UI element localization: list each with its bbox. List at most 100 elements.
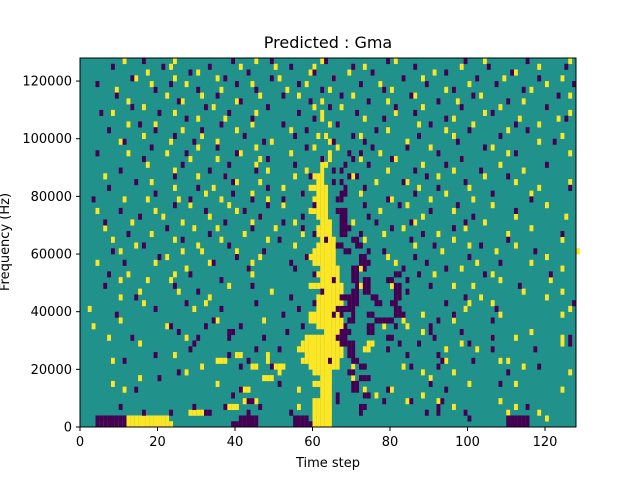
heatmap-cell-high bbox=[467, 81, 472, 88]
heatmap-cell-low bbox=[510, 421, 515, 428]
heatmap-cell-high bbox=[215, 357, 220, 364]
heatmap-cell-low bbox=[378, 317, 383, 324]
heatmap-cell-high bbox=[339, 346, 344, 353]
heatmap-cell-low bbox=[351, 156, 356, 163]
heatmap-cell-high bbox=[297, 346, 301, 353]
heatmap-cell-high bbox=[316, 380, 321, 387]
heatmap-cell-low bbox=[463, 219, 468, 226]
heatmap-cell-low bbox=[227, 352, 232, 359]
heatmap-cell-low bbox=[258, 213, 263, 220]
heatmap-cell-high bbox=[331, 294, 336, 301]
heatmap-cell-high bbox=[421, 213, 425, 220]
heatmap-cell-high bbox=[308, 69, 313, 76]
heatmap-cell-low bbox=[347, 369, 352, 376]
heatmap-cell-low bbox=[382, 248, 387, 255]
heatmap-cell-high bbox=[324, 277, 329, 284]
heatmap-cell-low bbox=[440, 357, 445, 364]
heatmap-cell-high bbox=[362, 63, 367, 70]
heatmap-cell-low bbox=[320, 86, 325, 93]
heatmap-cell-high bbox=[324, 421, 329, 428]
heatmap-cell-low bbox=[258, 403, 263, 411]
heatmap-cell-low bbox=[374, 219, 379, 226]
heatmap-cell-high bbox=[320, 259, 325, 266]
heatmap-cell-low bbox=[331, 277, 336, 284]
heatmap-cell-low bbox=[498, 380, 503, 387]
heatmap-cell-high bbox=[312, 259, 317, 266]
heatmap-cell-high bbox=[316, 184, 321, 191]
heatmap-cell-low bbox=[351, 271, 356, 278]
heatmap-cell-high bbox=[514, 242, 518, 249]
heatmap-cell-high bbox=[227, 202, 232, 209]
heatmap-cell-low bbox=[335, 121, 340, 128]
heatmap-cell-low bbox=[568, 184, 573, 191]
heatmap-cell-low bbox=[335, 207, 340, 214]
heatmap-cell-low bbox=[242, 132, 247, 140]
heatmap-cell-high bbox=[331, 288, 336, 295]
heatmap-cell-high bbox=[328, 156, 332, 163]
heatmap-cell-high bbox=[320, 346, 325, 353]
heatmap-cell-low bbox=[351, 294, 356, 301]
heatmap-cell-high bbox=[219, 196, 224, 203]
heatmap-cell-high bbox=[304, 334, 309, 341]
heatmap-cell-high bbox=[320, 161, 325, 168]
heatmap-cell-high bbox=[506, 150, 511, 157]
heatmap-cell-low bbox=[238, 421, 243, 428]
heatmap-cell-low bbox=[242, 207, 247, 214]
heatmap-cell-high bbox=[324, 305, 329, 312]
heatmap-cell-high bbox=[126, 415, 131, 422]
heatmap-cell-low bbox=[238, 323, 243, 330]
heatmap-cell-high bbox=[266, 196, 270, 203]
heatmap-cell-high bbox=[211, 184, 216, 191]
heatmap-cell-high bbox=[324, 323, 329, 330]
heatmap-cell-low bbox=[339, 213, 344, 220]
heatmap-cell-high bbox=[153, 121, 158, 128]
heatmap-cell-high bbox=[339, 323, 344, 330]
heatmap-cell-high bbox=[490, 300, 495, 307]
heatmap-cell-low bbox=[483, 144, 487, 151]
heatmap-cell-low bbox=[362, 138, 367, 145]
heatmap-cell-low bbox=[339, 242, 344, 249]
heatmap-cell-high bbox=[111, 357, 115, 364]
heatmap-cell-low bbox=[490, 109, 495, 116]
heatmap-cell-high bbox=[142, 421, 146, 428]
heatmap-cell-high bbox=[312, 346, 317, 353]
heatmap-cell-high bbox=[312, 409, 317, 416]
heatmap-cell-high bbox=[320, 311, 325, 318]
heatmap-cell-low bbox=[366, 375, 371, 382]
heatmap-cell-low bbox=[568, 340, 573, 347]
heatmap-cell-high bbox=[281, 184, 286, 191]
heatmap-cell-low bbox=[134, 294, 139, 301]
heatmap-cell-high bbox=[320, 109, 325, 116]
heatmap-cell-low bbox=[413, 190, 418, 197]
heatmap-cell-low bbox=[266, 104, 270, 111]
heatmap-cell-low bbox=[537, 75, 542, 82]
heatmap-cell-high bbox=[258, 156, 263, 163]
heatmap-cell-high bbox=[324, 398, 329, 405]
heatmap-cell-high bbox=[134, 75, 139, 82]
heatmap-cell-low bbox=[347, 346, 352, 353]
heatmap-cell-low bbox=[463, 409, 468, 416]
heatmap-cell-low bbox=[126, 230, 131, 238]
heatmap-cell-high bbox=[254, 363, 259, 370]
heatmap-cell-low bbox=[293, 132, 298, 140]
heatmap-cell-low bbox=[428, 121, 433, 128]
heatmap-cell-low bbox=[188, 196, 193, 203]
heatmap-cell-low bbox=[331, 138, 336, 145]
heatmap-cell-high bbox=[452, 236, 456, 243]
heatmap-cell-low bbox=[328, 104, 332, 111]
heatmap-cell-low bbox=[250, 398, 255, 405]
heatmap-cell-high bbox=[316, 317, 321, 324]
y-tick-label: 120000 bbox=[22, 75, 72, 90]
heatmap-cell-low bbox=[370, 144, 375, 151]
heatmap-cell-low bbox=[413, 109, 418, 116]
heatmap-cell-low bbox=[475, 75, 480, 82]
heatmap-cell-high bbox=[165, 421, 170, 428]
heatmap-cell-high bbox=[374, 179, 379, 186]
heatmap-cell-low bbox=[227, 109, 232, 116]
heatmap-cell-high bbox=[215, 156, 220, 163]
heatmap-cell-high bbox=[169, 138, 174, 145]
x-tick-label: 80 bbox=[382, 435, 399, 450]
heatmap-cell-low bbox=[397, 288, 402, 295]
heatmap-cell-high bbox=[316, 254, 321, 261]
heatmap-cell-high bbox=[328, 352, 332, 359]
